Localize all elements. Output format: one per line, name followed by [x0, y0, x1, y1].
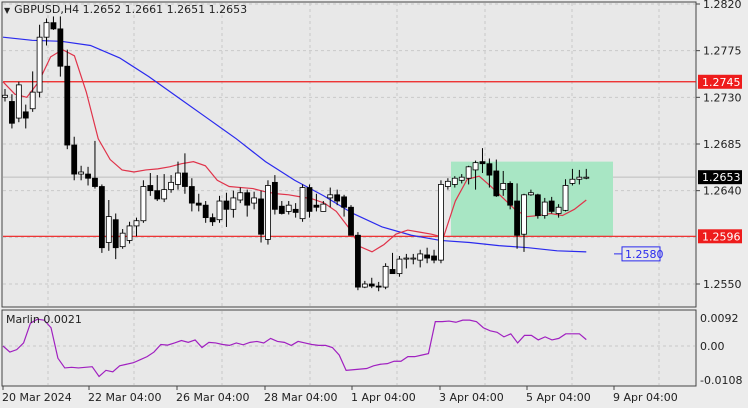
ma-value-label: 1.2580: [625, 248, 664, 261]
indicator-title: Marlin 0.0021: [6, 313, 82, 326]
time-tick: 22 Mar 04:00: [88, 391, 161, 404]
symbol-label: GBPUSD,H4: [14, 3, 80, 16]
current-price-label: 1.2653: [702, 171, 741, 184]
time-tick: 1 Apr 04:00: [351, 391, 416, 404]
time-tick: 20 Mar 2024: [2, 391, 72, 404]
time-tick: 9 Apr 04:00: [613, 391, 678, 404]
slow-moving-average-line: [2, 36, 587, 253]
open-value: 1.2652: [82, 3, 122, 16]
horizontal-level-label: 1.2745: [702, 76, 741, 89]
price-tick: 1.2640: [703, 185, 742, 198]
time-axis[interactable]: 20 Mar 2024 22 Mar 04:00 26 Mar 04:00 28 Ma…: [2, 386, 678, 404]
horizontal-level-label: 1.2596: [702, 230, 741, 243]
indicator-tick: -0.0108: [700, 374, 742, 387]
time-tick: 3 Apr 04:00: [439, 391, 504, 404]
price-tick: 1.2685: [703, 138, 742, 151]
time-tick: 5 Apr 04:00: [526, 391, 591, 404]
collapse-triangle-icon[interactable]: ▼: [4, 6, 11, 15]
main-chart-panel[interactable]: [1, 1, 697, 308]
price-tick: 1.2775: [703, 45, 742, 58]
marlin-oscillator-line: [2, 318, 587, 378]
chart-title: ▼ GBPUSD,H4 1.2652 1.2661 1.2651 1.2653: [4, 3, 247, 16]
candlestick-series: [2, 16, 590, 292]
time-tick: 26 Mar 04:00: [176, 391, 249, 404]
indicator-grid: [3, 311, 695, 385]
price-tick: 1.2550: [703, 278, 742, 291]
indicator-panel[interactable]: [1, 309, 697, 387]
time-tick: 28 Mar 04:00: [264, 391, 337, 404]
low-value: 1.2651: [166, 3, 206, 16]
price-tick: 1.2820: [703, 0, 742, 11]
indicator-axis: 0.0092 0.00 -0.0108: [700, 312, 742, 387]
price-tick: 1.2730: [703, 91, 742, 104]
close-value: 1.2653: [208, 3, 248, 16]
indicator-tick: 0.00: [700, 340, 725, 353]
price-axis[interactable]: 1.2820 1.2775 1.2730 1.2685 1.2640 1.2550 1.27…: [614, 0, 742, 291]
high-value: 1.2661: [124, 3, 164, 16]
indicator-tick: 0.0092: [700, 312, 739, 325]
